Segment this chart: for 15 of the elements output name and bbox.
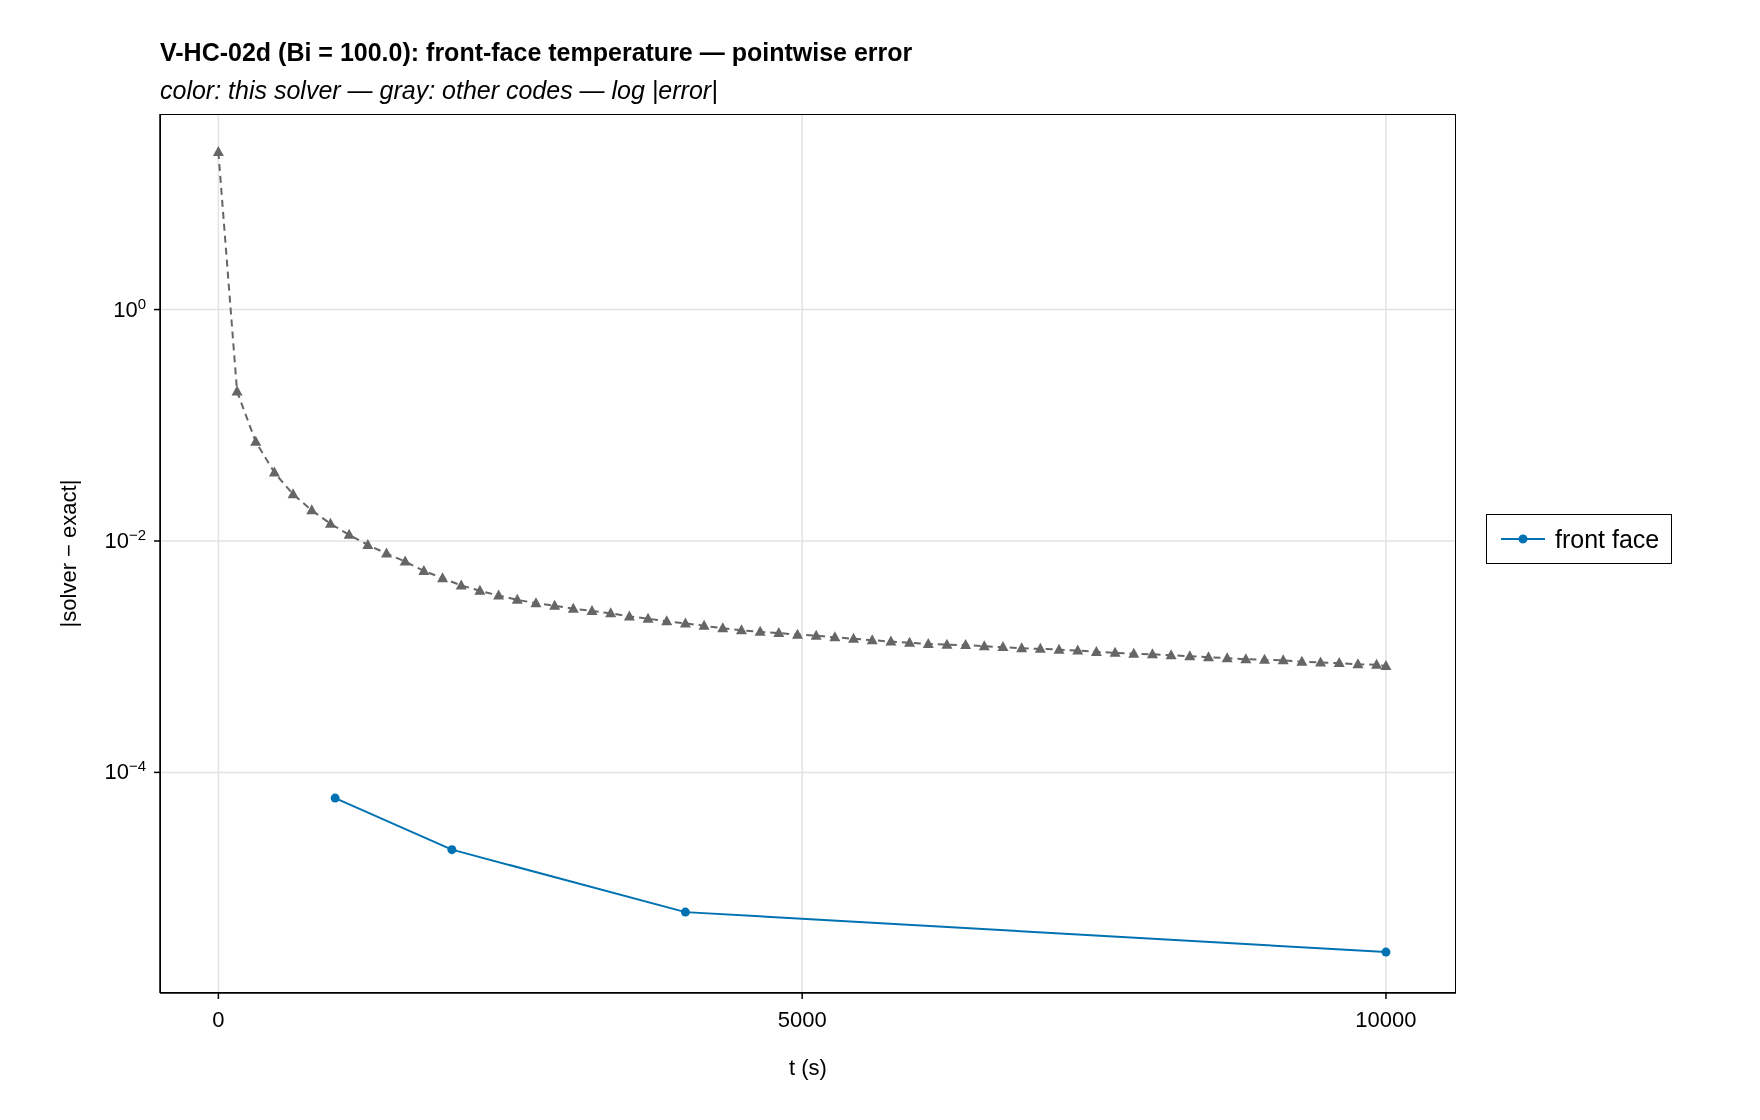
x-tick-label: 0 [212,1007,225,1032]
y-axis-title: |solver − exact| [55,479,81,628]
point [330,793,340,803]
legend-label: front face [1555,523,1660,555]
point [1381,947,1391,957]
x-axis-title: t (s) [789,1055,827,1080]
x-tick-label: 10000 [1355,1007,1417,1032]
y-tick-label: 10$^{0}$ [113,294,146,322]
point [447,845,457,855]
y-tick-label: 10$^{−2}$ [104,525,146,553]
x-tick-label: 5000 [777,1007,827,1032]
chart-title: V-HC-02d (Bi = 100.0): front-face temperature — pointwise error [160,38,913,67]
point [680,907,690,917]
chart-subtitle: color: this solver — gray: other codes — log |error| [160,76,718,105]
y-tick-label: 10$^{−4}$ [104,756,146,785]
